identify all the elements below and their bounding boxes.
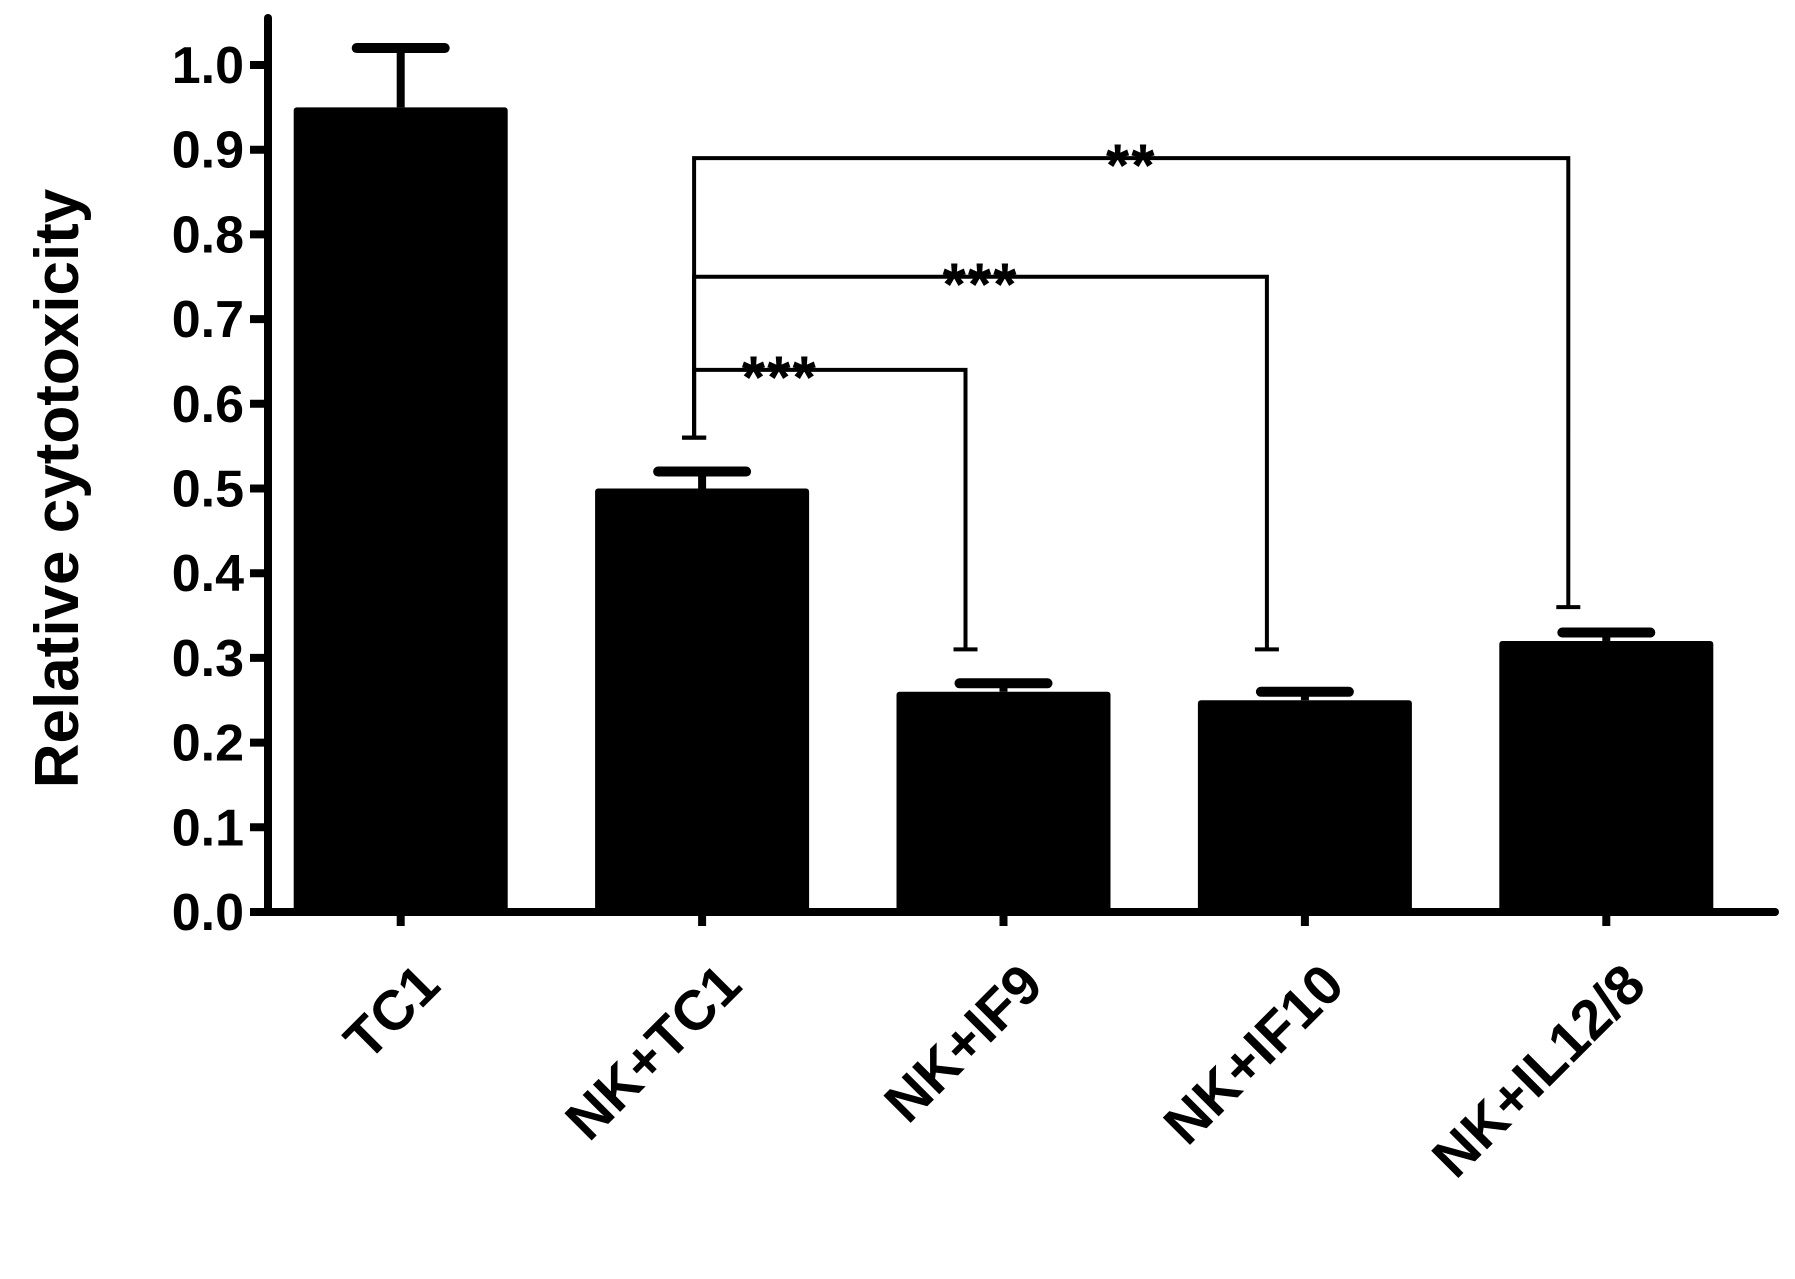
y-ticks-group: 0.0 0.1 0.2 0.3 0.4 0.5 0.6 0.7 0.8 0.9 1.0 [172,37,268,942]
y-axis-title: Relative cytotoxicity [23,188,92,788]
axes-group [264,14,1779,916]
x-ticks-group: TC1 NK+TC1 NK+IF9 NK+IF10 NK+IL12/8 [332,912,1657,1189]
x-category-label: NK+TC1 [553,952,753,1152]
y-tick-label: 0.3 [172,630,244,688]
y-tick-label: 0.7 [172,291,244,349]
error-bars-group [351,43,1656,701]
bar-tc1 [293,107,508,913]
y-tick-label: 0.9 [172,122,244,180]
y-tick-label: 0.8 [172,206,244,264]
x-category-label: NK+IF10 [1151,952,1355,1156]
bar-nk-if10 [1197,700,1412,912]
bar-nk-il12-8 [1499,640,1714,912]
significance-brackets-group: ******** [682,132,1581,652]
bar-nk-if9 [896,691,1111,912]
x-category-label: NK+IF9 [872,952,1054,1134]
y-tick-label: 0.6 [172,376,244,434]
bars-group [293,107,1714,913]
significance-bracket [692,156,1571,608]
y-tick-label: 0.2 [172,715,244,773]
significance-label: ** [1106,132,1157,199]
y-tick-label: 0.4 [172,545,244,603]
y-tick-label: 0.5 [172,461,244,519]
x-category-label: TC1 [332,952,451,1071]
significance-label: *** [942,251,1018,318]
y-tick-label: 0.0 [172,884,244,942]
significance-label: *** [742,344,818,411]
bar-nk-tc1 [595,488,810,912]
y-tick-label: 0.1 [172,799,244,857]
x-category-label: NK+IL12/8 [1420,952,1657,1189]
y-tick-label: 1.0 [172,37,244,95]
